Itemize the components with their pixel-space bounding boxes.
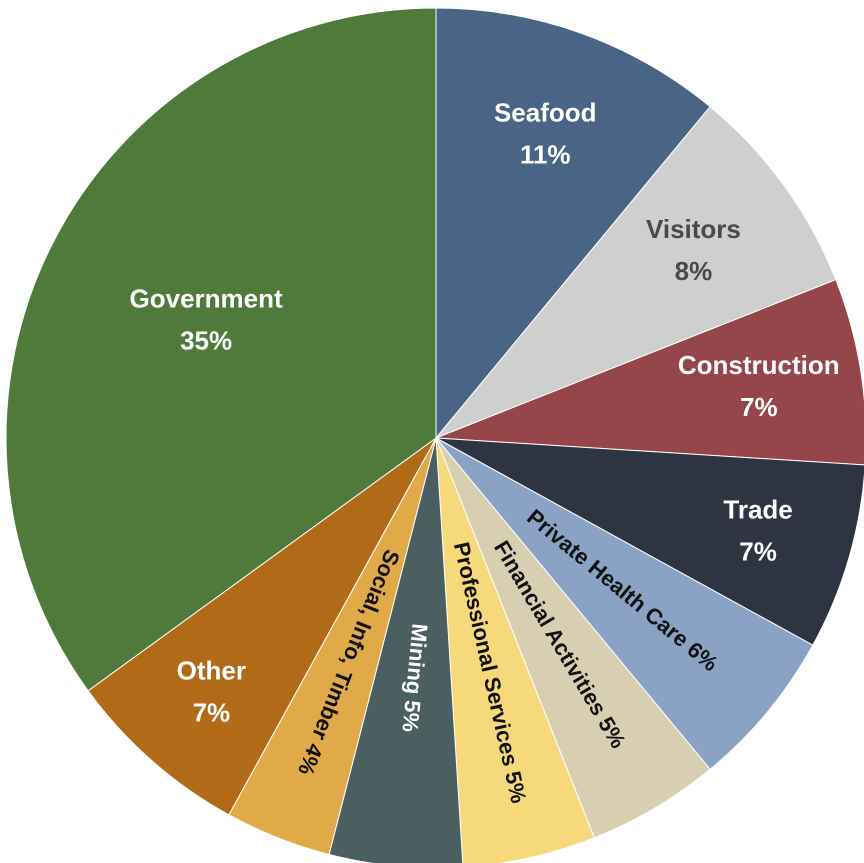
slice-visitors xyxy=(435,105,837,439)
slice-other xyxy=(87,437,437,816)
label-construction-name: Construction xyxy=(678,350,840,380)
slice-trade xyxy=(435,437,864,646)
label-government-value: 35% xyxy=(180,326,232,356)
label-other-name: Other xyxy=(177,656,246,686)
slice-seafood xyxy=(435,7,711,440)
label-trade-value: 7% xyxy=(739,536,777,566)
label-seafood-name: Seafood xyxy=(494,97,597,127)
label-construction-value: 7% xyxy=(740,392,778,422)
label-government-name: Government xyxy=(130,284,283,314)
slice-construction xyxy=(435,279,864,466)
slice-government xyxy=(5,7,437,692)
label-trade-name: Trade xyxy=(723,494,792,524)
label-other-value: 7% xyxy=(193,698,231,728)
slice-professional-services xyxy=(435,437,595,863)
slice-private-health-care xyxy=(435,437,814,771)
label-visitors-name: Visitors xyxy=(646,214,741,244)
label-visitors-value: 8% xyxy=(675,256,713,286)
pie-slices xyxy=(5,7,864,863)
label-seafood-value: 11% xyxy=(520,139,571,169)
